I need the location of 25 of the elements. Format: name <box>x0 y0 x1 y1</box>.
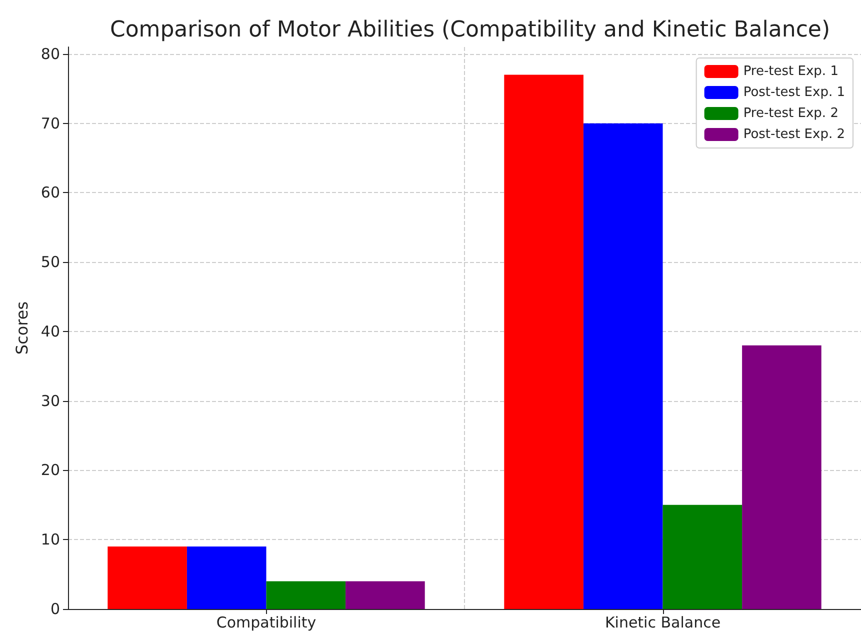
legend-label: Pre-test Exp. 2 <box>743 106 838 121</box>
y-tick-label: 30 <box>40 392 60 410</box>
bar <box>504 74 584 609</box>
y-tick-label: 20 <box>40 461 60 480</box>
bar <box>583 123 663 609</box>
bar <box>346 581 425 609</box>
bar <box>742 345 822 609</box>
legend-label: Post-test Exp. 2 <box>743 127 846 142</box>
bar <box>662 504 742 609</box>
legend-label: Post-test Exp. 1 <box>743 85 846 100</box>
x-tick-label: Kinetic Balance <box>604 614 721 632</box>
y-tick-label: 70 <box>40 114 60 132</box>
bar <box>186 546 266 609</box>
legend-label: Pre-test Exp. 1 <box>743 64 838 79</box>
chart-title: Comparison of Motor Abilities (Compatibility and Kinetic Balance) <box>110 18 830 42</box>
y-tick-label: 40 <box>40 322 60 340</box>
y-tick-label: 0 <box>50 600 60 618</box>
bar <box>266 581 346 609</box>
y-tick-label: 80 <box>40 44 60 63</box>
y-tick-label: 50 <box>40 253 60 272</box>
y-tick-label: 10 <box>40 530 60 549</box>
bar <box>108 546 187 609</box>
y-tick-label: 60 <box>40 184 60 202</box>
y-axis-title: Scores <box>12 301 32 355</box>
x-tick-label: Compatibility <box>216 614 316 632</box>
